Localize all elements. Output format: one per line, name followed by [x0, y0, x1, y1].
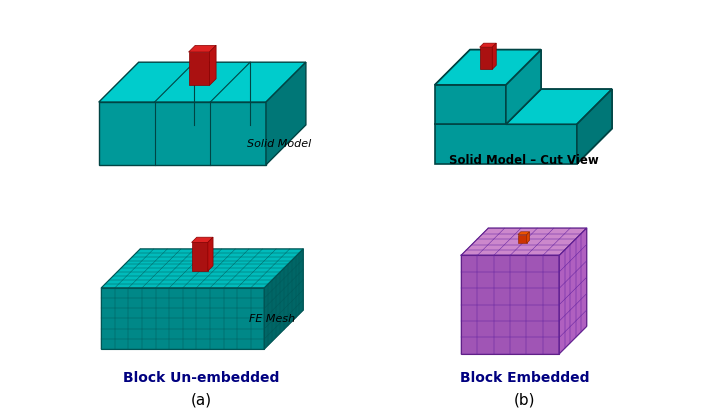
Polygon shape — [101, 249, 303, 288]
Polygon shape — [461, 229, 587, 256]
Polygon shape — [435, 125, 577, 164]
Polygon shape — [559, 229, 587, 354]
Polygon shape — [266, 63, 306, 165]
Polygon shape — [192, 243, 208, 271]
Polygon shape — [461, 256, 559, 354]
Polygon shape — [492, 44, 497, 70]
Polygon shape — [435, 90, 612, 125]
Polygon shape — [210, 46, 216, 86]
Polygon shape — [101, 288, 264, 349]
Polygon shape — [577, 90, 612, 164]
Polygon shape — [518, 232, 529, 235]
Polygon shape — [99, 103, 266, 165]
Polygon shape — [435, 85, 506, 125]
Polygon shape — [208, 238, 213, 271]
Polygon shape — [527, 232, 529, 244]
Text: Solid Model: Solid Model — [248, 139, 311, 149]
Polygon shape — [192, 238, 213, 243]
Polygon shape — [506, 90, 612, 125]
Polygon shape — [264, 249, 303, 349]
Polygon shape — [577, 90, 612, 164]
Polygon shape — [506, 51, 541, 125]
Polygon shape — [518, 235, 527, 244]
Text: (b): (b) — [514, 391, 536, 406]
Text: Block Un-embedded: Block Un-embedded — [123, 370, 280, 384]
Text: (a): (a) — [191, 391, 212, 406]
Polygon shape — [435, 51, 541, 85]
Polygon shape — [189, 53, 210, 86]
Polygon shape — [189, 46, 216, 53]
Text: Solid Model – Cut View: Solid Model – Cut View — [449, 154, 599, 167]
Polygon shape — [506, 51, 541, 125]
Text: Block Embedded: Block Embedded — [460, 370, 590, 384]
Polygon shape — [480, 44, 497, 48]
Text: FE Mesh: FE Mesh — [249, 313, 295, 323]
Polygon shape — [480, 48, 492, 70]
Polygon shape — [435, 51, 541, 85]
Polygon shape — [99, 63, 306, 103]
